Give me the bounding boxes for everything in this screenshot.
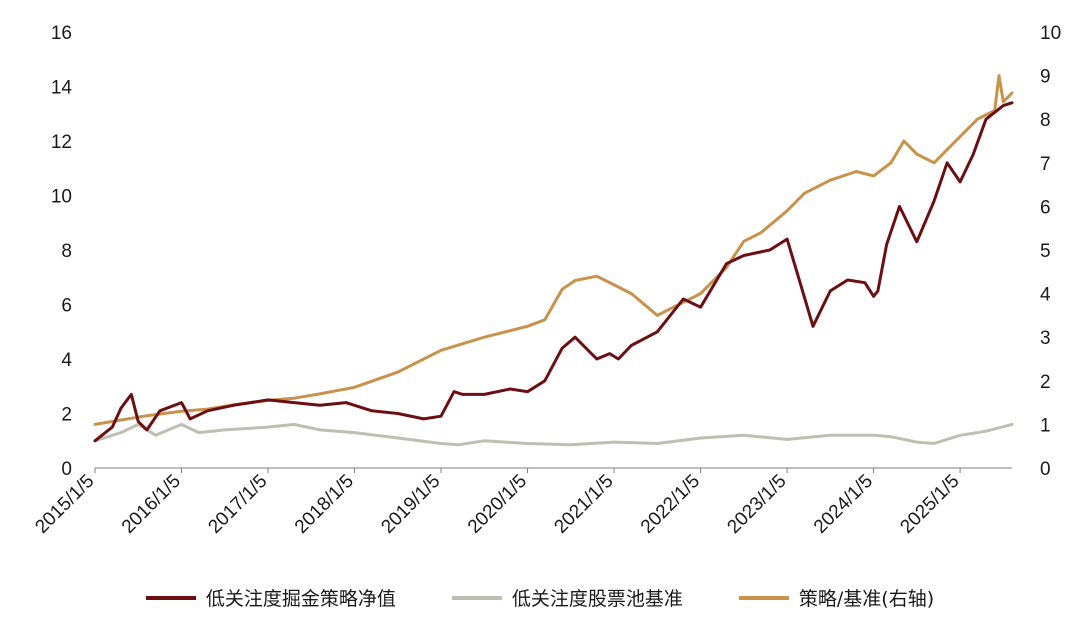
- x-tick-label: 2020/1/5: [464, 471, 531, 538]
- y-right-tick-label: 5: [1040, 241, 1051, 262]
- y-right-tick-label: 0: [1040, 459, 1051, 480]
- y-left-tick-label: 2: [61, 405, 72, 426]
- y-left-tick-label: 14: [51, 78, 73, 99]
- y-left-tick-label: 8: [61, 241, 72, 262]
- y-right-tick-label: 8: [1040, 110, 1051, 131]
- legend-item-benchmark: 低关注度股票池基准: [451, 584, 683, 611]
- legend: 低关注度掘金策略净值 低关注度股票池基准 策略/基准(右轴): [0, 584, 1080, 611]
- series-line-strategy: [93, 101, 1014, 443]
- y-left-tick-label: 0: [61, 459, 72, 480]
- y-right-tick-label: 2: [1040, 372, 1051, 393]
- x-tick-label: 2019/1/5: [377, 471, 444, 538]
- series-line-ratio: [93, 74, 1014, 426]
- y-right-tick-label: 3: [1040, 328, 1051, 349]
- legend-swatch-benchmark: [451, 595, 502, 600]
- x-tick-label: 2015/1/5: [31, 471, 98, 538]
- series-lines: [93, 74, 1014, 447]
- y-right-tick-label: 1: [1040, 415, 1051, 436]
- y-left-tick-label: 12: [51, 132, 72, 153]
- x-tick-label: 2018/1/5: [291, 471, 358, 538]
- series-line-benchmark: [93, 422, 1014, 447]
- x-tick-label: 2023/1/5: [723, 471, 790, 538]
- y-right-tick-label: 7: [1040, 154, 1051, 175]
- x-tick-label: 2017/1/5: [204, 471, 271, 538]
- y-left-tick-label: 16: [51, 23, 72, 44]
- legend-label-ratio: 策略/基准(右轴): [798, 588, 935, 610]
- legend-swatch-ratio: [738, 595, 789, 600]
- y-left-tick-label: 10: [51, 187, 72, 208]
- legend-item-ratio: 策略/基准(右轴): [738, 584, 935, 611]
- y-left-tick-label: 4: [61, 350, 72, 371]
- legend-item-strategy: 低关注度掘金策略净值: [145, 584, 396, 611]
- x-tick-label: 2016/1/5: [118, 471, 185, 538]
- legend-label-benchmark: 低关注度股票池基准: [511, 588, 683, 610]
- axes: 2015/1/5 2016/1/5 2017/1/5 2018/1/5 2019/1/5…: [31, 23, 1061, 538]
- x-tick-label: 2025/1/5: [896, 471, 963, 538]
- legend-swatch-strategy: [145, 595, 196, 600]
- legend-label-strategy: 低关注度掘金策略净值: [205, 588, 396, 610]
- y-right-tick-label: 4: [1040, 285, 1051, 306]
- y-left-tick-label: 6: [61, 296, 72, 317]
- y-right-tick-label: 9: [1040, 67, 1051, 88]
- y-right-tick-label: 10: [1040, 23, 1061, 44]
- y-right-tick-label: 6: [1040, 197, 1051, 218]
- x-tick-label: 2024/1/5: [810, 471, 877, 538]
- x-tick-label: 2022/1/5: [637, 471, 704, 538]
- x-tick-label: 2021/1/5: [550, 471, 617, 538]
